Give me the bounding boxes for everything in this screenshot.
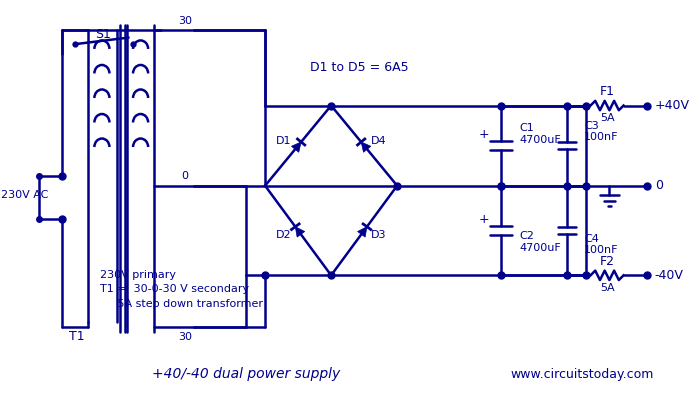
Polygon shape: [291, 142, 301, 152]
Text: F1: F1: [599, 85, 615, 98]
Text: 30: 30: [178, 332, 192, 342]
Text: 0: 0: [655, 179, 663, 192]
Text: T1 =  30-0-30 V secondary: T1 = 30-0-30 V secondary: [100, 284, 249, 294]
Text: 30: 30: [178, 16, 192, 26]
Text: www.circuitstoday.com: www.circuitstoday.com: [511, 368, 654, 381]
Polygon shape: [361, 142, 371, 152]
Text: C1
4700uF: C1 4700uF: [520, 124, 562, 145]
Text: +: +: [479, 128, 489, 141]
Polygon shape: [296, 227, 305, 237]
Text: D1 to D5 = 6A5: D1 to D5 = 6A5: [310, 61, 409, 74]
Text: D4: D4: [371, 136, 386, 146]
Text: +40/-40 dual power supply: +40/-40 dual power supply: [152, 367, 340, 381]
Polygon shape: [358, 227, 367, 237]
Text: -40V: -40V: [655, 269, 683, 282]
Text: 5A: 5A: [599, 282, 615, 293]
Text: C3
100nF: C3 100nF: [584, 120, 619, 142]
Text: 5A: 5A: [599, 113, 615, 123]
Text: +: +: [479, 213, 489, 226]
Text: +40V: +40V: [655, 99, 689, 112]
Text: 5A step down transformer: 5A step down transformer: [100, 299, 263, 308]
Text: 230V AC: 230V AC: [1, 190, 48, 200]
Text: 230V primary: 230V primary: [100, 270, 176, 280]
Text: T1: T1: [69, 330, 84, 343]
Text: D3: D3: [371, 230, 386, 240]
Text: D1: D1: [276, 136, 291, 146]
Text: D2: D2: [276, 230, 291, 240]
Text: C4
100nF: C4 100nF: [584, 234, 619, 256]
Text: 0: 0: [181, 171, 188, 181]
Text: C2
4700uF: C2 4700uF: [520, 231, 562, 253]
Text: S1: S1: [95, 28, 111, 41]
Text: F2: F2: [599, 255, 615, 268]
